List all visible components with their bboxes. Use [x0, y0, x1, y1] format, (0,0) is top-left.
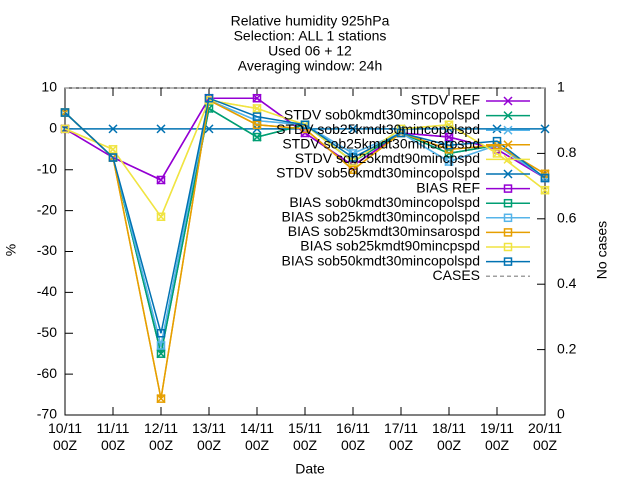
marker [444, 132, 454, 142]
y2-tick-label: 1 [557, 79, 565, 95]
x-tick-label: 12/11 00Z [144, 420, 178, 453]
marker [348, 153, 358, 162]
marker [108, 124, 118, 134]
marker [252, 132, 262, 142]
legend-label: BIAS sob25kmdt90mincpspd [300, 238, 480, 254]
marker [156, 329, 166, 338]
legend-label: STDV sob50kmdt30mincopolspd [276, 165, 480, 181]
y2-tick-label: 0.8 [557, 144, 577, 160]
chart-title: Relative humidity 925hPa [231, 13, 390, 29]
legend-label: BIAS sob25kmdt30mincopolspd [282, 209, 480, 225]
marker [60, 124, 70, 134]
x-tick-label: 18/11 00Z [432, 420, 466, 453]
legend-marker [503, 169, 513, 179]
marker [540, 173, 550, 183]
legend-marker [503, 184, 513, 193]
marker [252, 93, 262, 103]
y-tick-label: -10 [37, 160, 57, 176]
y-tick-label: -60 [37, 365, 57, 381]
marker [492, 124, 502, 134]
chart-title: Used 06 + 12 [268, 43, 352, 59]
marker [300, 120, 310, 130]
y-tick-label: -20 [37, 201, 57, 217]
x-tick-label: 10/11 00Z [48, 420, 82, 453]
legend-label: STDV sob25kmdt30mincopolspd [276, 121, 480, 137]
marker [348, 165, 358, 174]
x-tick-label: 11/11 00Z [97, 420, 130, 453]
series-line [64, 97, 546, 334]
marker [156, 349, 166, 358]
marker [204, 93, 214, 103]
legend-marker [503, 125, 513, 135]
y-tick-label: -70 [37, 406, 57, 422]
marker [444, 157, 454, 166]
marker [540, 124, 550, 134]
marker [156, 175, 166, 185]
legend-label: BIAS sob0kmdt30mincopolspd [289, 194, 480, 210]
legend-marker [503, 257, 513, 266]
x-tick-label: 13/11 00Z [192, 420, 226, 453]
legend-marker [503, 242, 513, 252]
legend-marker [503, 96, 513, 106]
x-tick-label: 15/11 00Z [288, 420, 322, 453]
y-tick-label: 10 [41, 79, 57, 95]
y-tick-label: -50 [37, 324, 57, 340]
legend-marker [503, 228, 513, 237]
chart-title: Selection: ALL 1 stations [234, 28, 387, 44]
x-tick-label: 16/11 00Z [336, 420, 370, 453]
marker [396, 128, 406, 138]
legend-marker [503, 198, 513, 208]
legend-label: STDV REF [411, 92, 480, 108]
y2-tick-label: 0 [557, 406, 565, 422]
marker [252, 120, 262, 130]
legend-label: STDV sob25kmdt30minsarospd [282, 136, 480, 152]
marker [204, 124, 214, 134]
marker [156, 212, 166, 222]
marker [444, 120, 454, 130]
legend-marker [503, 111, 513, 121]
legend-label: BIAS REF [416, 179, 480, 195]
x-tick-label: 14/11 00Z [240, 420, 274, 453]
legend-label: BIAS sob50kmdt30mincopolspd [282, 252, 480, 268]
marker [348, 124, 358, 134]
x-tick-label: 17/11 00Z [384, 420, 418, 453]
y2-tick-label: 0.2 [557, 340, 577, 356]
legend-marker [503, 140, 513, 150]
marker [252, 104, 262, 113]
marker [156, 124, 166, 134]
legend-marker [503, 213, 513, 223]
marker [108, 145, 118, 154]
x-tick-label: 20/11 00Z [528, 420, 562, 453]
marker [108, 153, 118, 162]
chart-title: Averaging window: 24h [238, 58, 383, 74]
y2-tick-label: 0.4 [557, 275, 577, 291]
y-tick-label: -40 [37, 283, 57, 299]
marker [540, 185, 550, 195]
marker [444, 140, 454, 150]
legend-label: CASES [433, 267, 480, 283]
y-tick-label: -30 [37, 242, 57, 258]
y2-tick-label: 0.6 [557, 210, 577, 226]
legend-label: STDV sob0kmdt30mincopolspd [284, 106, 480, 122]
marker [60, 108, 70, 117]
legend-marker [503, 154, 513, 164]
x-axis-label: Date [295, 461, 325, 477]
x-tick-label: 19/11 00Z [480, 420, 514, 453]
legend-label: BIAS sob25kmdt30minsarospd [288, 223, 480, 239]
marker [252, 112, 262, 121]
y2-axis-label: No cases [594, 221, 610, 279]
y-axis-label: % [3, 244, 19, 256]
legend-label: STDV sob25kmdt90mincpspd [295, 150, 480, 166]
marker [156, 394, 166, 403]
y-tick-label: 0 [49, 120, 57, 136]
marker [492, 149, 502, 158]
marker [156, 341, 166, 350]
